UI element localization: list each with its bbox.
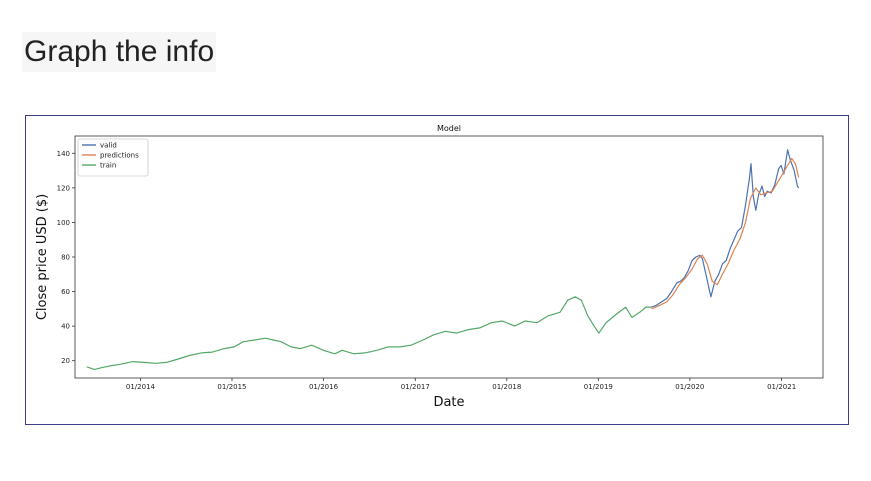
y-tick-label: 40 — [61, 323, 70, 331]
legend-label-train: train — [100, 162, 116, 170]
y-tick-label: 120 — [57, 184, 70, 192]
plot-area — [74, 135, 824, 379]
y-tick-label: 60 — [61, 288, 70, 296]
x-tick-label: 01/2017 — [401, 383, 430, 391]
y-tick-label: 100 — [57, 219, 70, 227]
y-tick-label: 140 — [57, 150, 70, 158]
x-tick-label: 01/2018 — [492, 383, 521, 391]
y-axis-label: Close price USD ($) — [35, 194, 50, 320]
axis-ticks: 01/2014 01/2015 01/2016 01/2017 01/2018 01/20… — [57, 150, 797, 391]
series-line-train — [86, 296, 652, 370]
x-axis-label: Date — [433, 395, 464, 410]
legend-label-valid: valid — [100, 142, 117, 150]
legend-label-predictions: predictions — [100, 152, 139, 160]
x-tick-label: 01/2014 — [126, 383, 156, 391]
y-tick-label: 80 — [61, 254, 70, 262]
x-tick-label: 01/2016 — [309, 383, 339, 391]
x-tick-label: 01/2015 — [217, 383, 246, 391]
x-tick-label: 01/2019 — [584, 383, 613, 391]
line-chart: Model Date Close price USD ($) 01/2014 01… — [35, 124, 824, 410]
y-tick-label: 20 — [61, 357, 70, 365]
series-line-predictions — [651, 157, 800, 310]
x-tick-label: 01/2020 — [675, 383, 704, 391]
series-line-valid — [651, 149, 800, 308]
x-tick-label: 01/2021 — [767, 383, 796, 391]
legend-box — [77, 138, 149, 177]
chart-title: Model — [437, 124, 461, 133]
series-lines — [86, 149, 800, 370]
legend: valid predictions train — [77, 138, 149, 177]
chart-frame: Model Date Close price USD ($) 01/2014 01… — [25, 115, 849, 425]
page-heading: Graph the info — [22, 32, 217, 72]
